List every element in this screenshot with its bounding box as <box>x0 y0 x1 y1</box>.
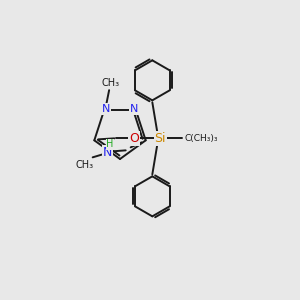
Text: Si: Si <box>154 132 166 145</box>
Text: O: O <box>129 132 139 145</box>
Text: N: N <box>102 104 110 114</box>
Text: N: N <box>130 104 138 114</box>
Text: N: N <box>103 146 112 159</box>
Text: CH₃: CH₃ <box>101 78 119 88</box>
Text: CH₃: CH₃ <box>76 160 94 170</box>
Text: H: H <box>106 139 113 149</box>
Text: C(CH₃)₃: C(CH₃)₃ <box>184 134 218 143</box>
